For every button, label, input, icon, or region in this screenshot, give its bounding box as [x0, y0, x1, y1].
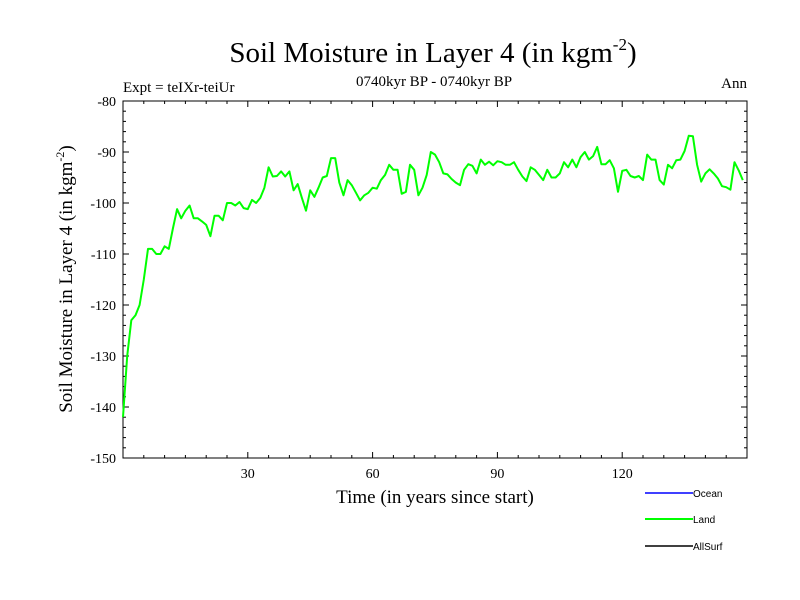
x-axis: 30 60 90 120	[143, 101, 727, 482]
series-line-land	[122, 134, 744, 418]
x-tick-label: 30	[241, 467, 255, 482]
legend: Ocean Land AllSurf	[645, 489, 723, 553]
y-tick-label: -150	[90, 452, 116, 467]
y-tick-label: -80	[97, 95, 116, 110]
x-axis-title: Time (in years since start)	[336, 487, 534, 508]
chart-title: Soil Moisture in Layer 4 (in kgm-2)	[229, 35, 636, 69]
y-tick-label: -140	[90, 401, 116, 416]
y-tick-label: -120	[90, 299, 116, 314]
x-tick-label: 120	[612, 467, 633, 482]
experiment-label: Expt = teIXr-teiUr	[123, 80, 234, 96]
y-tick-label: -110	[91, 248, 116, 263]
y-tick-label: -100	[90, 197, 116, 212]
season-label: Ann	[721, 76, 747, 92]
y-tick-label: -90	[97, 146, 116, 161]
x-tick-label: 90	[490, 467, 504, 482]
y-axis: -150 -140 -130 -120 -110 -100 -90 -80	[90, 95, 747, 467]
y-axis-title: Soil Moisture in Layer 4 (in kgm-2)	[53, 145, 77, 413]
chart-subtitle: 0740kyr BP - 0740kyr BP	[356, 74, 512, 90]
x-tick-label: 60	[366, 467, 380, 482]
legend-label-allsurf: AllSurf	[693, 542, 723, 553]
y-tick-label: -130	[90, 350, 116, 365]
legend-label-ocean: Ocean	[693, 489, 722, 500]
legend-label-land: Land	[693, 515, 715, 526]
